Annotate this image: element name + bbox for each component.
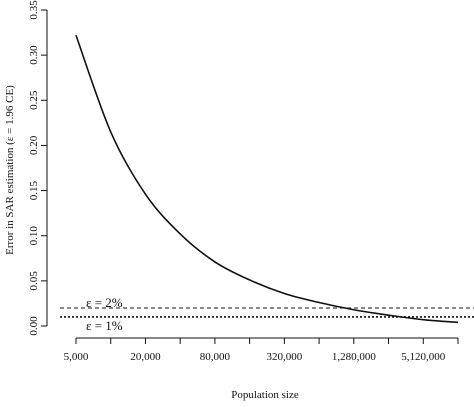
x-tick-label-5: 5,120,000 — [401, 351, 446, 363]
axes: 0.00 0.05 0.10 0.15 0.20 0.25 0.30 0.35 5,000 20,… — [28, 0, 459, 363]
y-tick-label-6: 0.30 — [28, 45, 40, 65]
x-tick-label-1: 20,000 — [130, 351, 161, 363]
labels: Population size Error in SAR estimation (… — [4, 85, 299, 401]
y-tick-label-0: 0.00 — [28, 316, 40, 336]
x-tick-label-4: 1,280,000 — [332, 351, 377, 363]
y-tick-label-4: 0.20 — [28, 135, 40, 155]
y-tick-label-2: 0.10 — [28, 226, 40, 246]
y-axis-title: Error in SAR estimation (ε = 1.96 CE) — [4, 85, 16, 255]
x-tick-label-3: 320,000 — [266, 351, 302, 363]
reference-line-label-1: ε = 1% — [86, 318, 123, 333]
y-tick-label-7: 0.35 — [28, 0, 40, 20]
x-tick-label-2: 80,000 — [200, 351, 231, 363]
x-axis-title: Population size — [231, 389, 299, 401]
series-line-0 — [75, 35, 459, 324]
y-tick-label-5: 0.25 — [28, 90, 40, 110]
x-tick-label-0: 5,000 — [64, 351, 89, 363]
series — [75, 35, 459, 324]
reference-line-label-0: ε = 2% — [86, 295, 123, 310]
y-tick-label-1: 0.05 — [28, 271, 40, 291]
y-tick-label-3: 0.15 — [28, 180, 40, 200]
